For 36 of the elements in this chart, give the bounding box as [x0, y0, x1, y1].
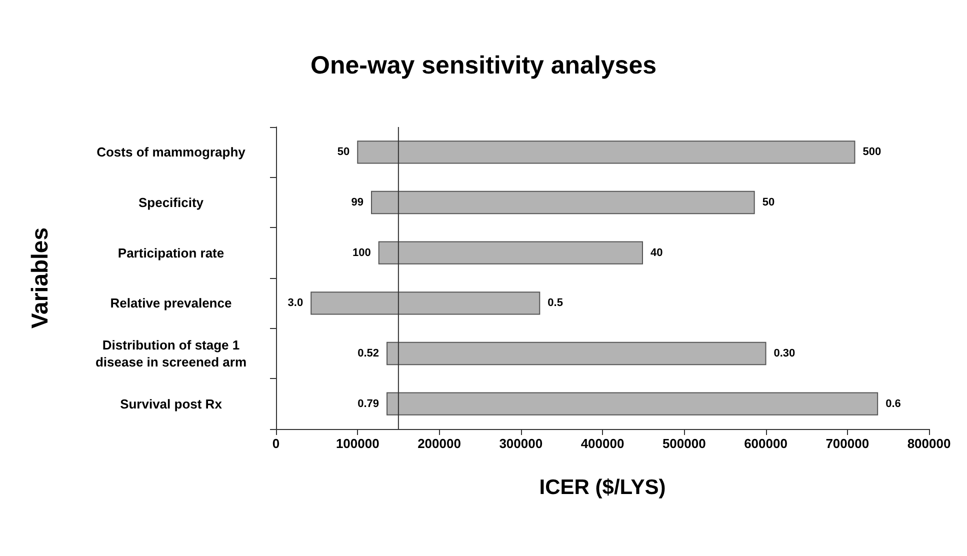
annotation: 0.30 [774, 348, 796, 360]
y-axis-title: Variables [26, 227, 52, 329]
bar [386, 342, 766, 366]
y-tick-label: Distribution of stage 1 disease in screened arm [95, 338, 247, 370]
annotation: 3.0 [288, 297, 304, 310]
bar [310, 292, 540, 315]
annotation: 40 [650, 246, 663, 259]
x-tick-label: 800000 [907, 436, 951, 451]
annotation: 50 [337, 146, 350, 158]
bar [386, 392, 878, 416]
x-tick-label: 600000 [744, 436, 788, 451]
annotation: 0.79 [358, 398, 380, 410]
annotation: 50 [762, 196, 775, 208]
annotation: 500 [862, 146, 882, 158]
y-tick-label: Participation rate [118, 245, 224, 260]
y-tick-label: Relative prevalence [110, 296, 232, 311]
x-tick-label: 300000 [499, 436, 543, 451]
x-tick-label: 400000 [580, 436, 624, 451]
x-tick-label: 500000 [662, 436, 706, 451]
x-axis-title: ICER ($/LYS) [539, 476, 666, 499]
y-tick-label: Costs of mammography [96, 144, 246, 160]
y-tick-label: Survival post Rx [120, 396, 223, 412]
annotation: 0.5 [548, 297, 563, 310]
x-tick-label: 200000 [418, 436, 461, 451]
annotation: 100 [352, 246, 371, 259]
annotation: 0.6 [886, 398, 901, 410]
annotation: 99 [351, 196, 364, 208]
x-tick-label: 100000 [336, 436, 380, 451]
annotation: 0.52 [358, 348, 380, 360]
bar [378, 241, 643, 264]
y-tick-label: Specificity [138, 195, 204, 210]
chart-title: One-way sensitivity analyses [310, 52, 657, 80]
x-tick-label: 0 [272, 436, 280, 451]
bar [371, 190, 755, 214]
x-tick-label: 700000 [826, 436, 870, 451]
bar [357, 140, 856, 164]
